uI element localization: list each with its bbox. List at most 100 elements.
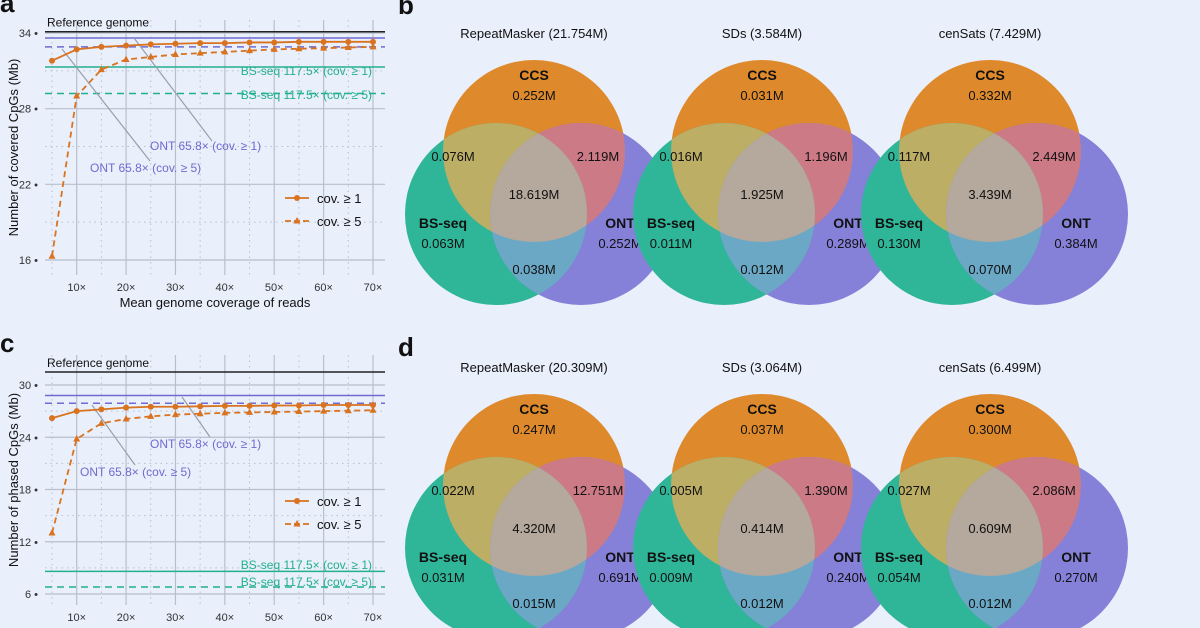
- venn-value-ccs: 0.037M: [740, 422, 783, 437]
- chart-panel-a: 10× 20× 30× 40× 50× 60× 70× 16 • 22 • 28 • 34 • Mea…: [6, 16, 385, 310]
- x-tick-label: 10×: [67, 612, 86, 624]
- data-point: [270, 45, 278, 52]
- venn-region-all: [718, 457, 815, 576]
- bsseq-annotation: BS-seq 117.5× (cov. ≥ 1): [241, 558, 372, 572]
- ont-annotation: ONT 65.8× (cov. ≥ 1): [150, 437, 261, 451]
- data-point: [369, 42, 377, 50]
- venn-set-label-bsseq: BS-seq: [875, 549, 923, 565]
- leader-line: [61, 48, 151, 162]
- ont-annotation: ONT 65.8× (cov. ≥ 5): [90, 161, 201, 175]
- venn-value-all: 3.439M: [968, 187, 1011, 202]
- ont-annotation: ONT 65.8× (cov. ≥ 1): [150, 139, 261, 153]
- data-point: [147, 403, 154, 410]
- venn-set-label-bsseq: BS-seq: [875, 215, 923, 231]
- data-point: [197, 40, 204, 47]
- y-tick-label: 24 •: [19, 432, 38, 444]
- venn-diagram: SDs (3.584M) CCS 0.031M 0.016M 1.196M 1.925M B…: [633, 26, 900, 305]
- data-point: [98, 406, 105, 413]
- venn-set-label-ccs: CCS: [519, 67, 549, 83]
- venn-value-bsseq-ont: 0.070M: [968, 262, 1011, 277]
- leader-line: [181, 396, 211, 438]
- y-tick-label: 18 •: [19, 485, 38, 497]
- venn-diagram: cenSats (6.499M) CCS 0.300M 0.027M 2.086M 0.6…: [861, 360, 1128, 628]
- y-tick-label: 6 •: [25, 589, 38, 601]
- venn-region-all: [718, 123, 815, 242]
- venn-value-all: 0.414M: [740, 521, 783, 536]
- venn-set-label-ccs: CCS: [519, 401, 549, 417]
- venn-value-bsseq: 0.011M: [650, 236, 692, 251]
- legend-marker: [294, 498, 300, 504]
- x-tick-label: 20×: [117, 612, 136, 624]
- data-point: [171, 50, 179, 57]
- venn-value-ccs-bsseq: 0.016M: [659, 149, 702, 164]
- venn-region-all: [490, 457, 587, 576]
- venn-value-ccs-bsseq: 0.076M: [431, 149, 474, 164]
- venn-value-ccs: 0.252M: [512, 88, 555, 103]
- data-point: [97, 419, 105, 426]
- venn-value-ont: 0.384M: [1054, 236, 1097, 251]
- venn-set-label-bsseq: BS-seq: [419, 215, 467, 231]
- leader-line: [91, 404, 136, 466]
- data-point: [320, 44, 328, 51]
- data-point: [271, 39, 278, 46]
- data-point: [369, 406, 377, 413]
- venn-value-ont: 0.691M: [598, 570, 641, 585]
- data-point: [345, 38, 352, 45]
- data-point: [98, 43, 105, 50]
- venn-diagram: RepeatMasker (20.309M) CCS 0.247M 0.022M 12.…: [405, 360, 672, 628]
- x-tick-label: 30×: [166, 612, 185, 624]
- bsseq-annotation: BS-seq 117.5× (cov. ≥ 5): [241, 88, 372, 102]
- x-axis-label: Mean genome coverage of reads: [120, 295, 311, 310]
- data-point: [221, 47, 229, 55]
- legend-label: cov. ≥ 1: [317, 191, 361, 206]
- leader-line: [133, 37, 213, 142]
- venn-value-bsseq: 0.031M: [421, 570, 464, 585]
- venn-title: SDs (3.064M): [722, 360, 802, 375]
- data-point: [172, 40, 179, 47]
- data-point: [147, 52, 155, 60]
- venn-value-bsseq-ont: 0.012M: [740, 262, 783, 277]
- y-tick-label: 34 •: [19, 28, 38, 40]
- x-tick-label: 70×: [364, 282, 383, 294]
- data-point: [147, 412, 155, 419]
- venn-value-ont: 0.252M: [598, 236, 641, 251]
- legend-label: cov. ≥ 5: [317, 214, 361, 229]
- venn-value-bsseq: 0.009M: [649, 570, 692, 585]
- data-point: [73, 46, 80, 53]
- x-tick-label: 30×: [166, 282, 185, 294]
- panel-label-c: c: [0, 328, 14, 358]
- x-tick-label: 60×: [314, 282, 333, 294]
- venn-value-all: 1.925M: [740, 187, 783, 202]
- y-tick-label: 16 •: [19, 255, 38, 267]
- venn-set-label-ccs: CCS: [747, 401, 777, 417]
- data-point: [48, 529, 56, 536]
- venn-value-ccs-ont: 2.449M: [1032, 149, 1075, 164]
- venn-value-bsseq-ont: 0.012M: [740, 596, 783, 611]
- y-tick-label: 22 •: [19, 179, 38, 191]
- data-point: [48, 252, 56, 259]
- venn-value-bsseq: 0.063M: [421, 236, 464, 251]
- venn-title: RepeatMasker (20.309M): [460, 360, 607, 375]
- venn-set-label-ccs: CCS: [975, 401, 1005, 417]
- data-point: [196, 409, 204, 417]
- venn-set-label-ont: ONT: [1061, 215, 1091, 231]
- venn-value-ont: 0.289M: [826, 236, 869, 251]
- x-tick-label: 20×: [117, 282, 136, 294]
- data-point: [221, 408, 229, 416]
- venn-value-bsseq-ont: 0.012M: [968, 596, 1011, 611]
- x-tick-label: 40×: [216, 282, 235, 294]
- legend-marker: [293, 520, 301, 527]
- venn-value-bsseq: 0.054M: [877, 570, 920, 585]
- venn-set-label-ont: ONT: [833, 215, 863, 231]
- series-line: [51, 40, 373, 62]
- data-point: [147, 41, 154, 48]
- data-point: [49, 415, 55, 422]
- venn-value-ccs-bsseq: 0.005M: [659, 483, 702, 498]
- data-point: [270, 407, 278, 415]
- venn-value-all: 0.609M: [968, 521, 1011, 536]
- x-tick-label: 50×: [265, 282, 284, 294]
- x-tick-label: 60×: [314, 612, 333, 624]
- reference-genome-label: Reference genome: [47, 16, 149, 30]
- data-point: [123, 42, 130, 49]
